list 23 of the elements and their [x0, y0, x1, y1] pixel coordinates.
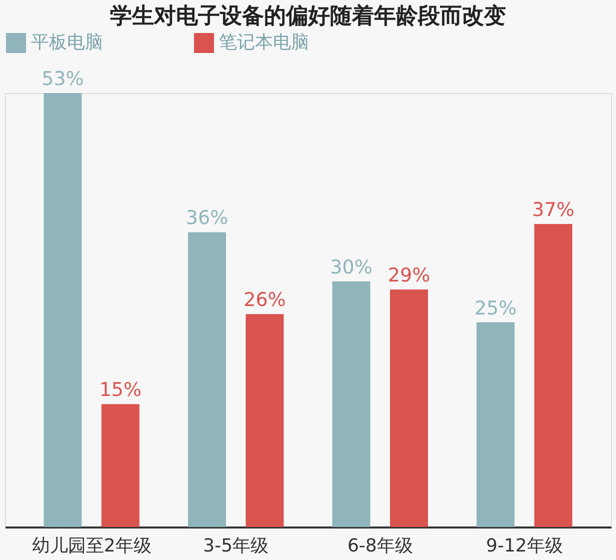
bar [332, 281, 370, 527]
data-label: 37% [532, 199, 574, 222]
chart-title: 学生对电子设备的偏好随着年龄段而改变 [110, 3, 506, 29]
bar [246, 314, 284, 527]
data-label: 15% [99, 379, 142, 402]
x-tick-label: 6-8年级 [347, 536, 413, 556]
data-label: 36% [186, 207, 228, 230]
bar [44, 93, 82, 527]
bar [101, 404, 140, 527]
x-tick-label: 9-12年级 [486, 536, 563, 556]
x-tick-label: 幼儿园至2年级 [32, 536, 152, 556]
bar [476, 322, 515, 527]
data-label: 29% [388, 264, 430, 287]
legend-label: 平板电脑 [31, 32, 103, 53]
data-label: 53% [42, 68, 84, 90]
legend-label: 笔记本电脑 [219, 32, 309, 53]
data-label: 25% [474, 297, 517, 320]
bar [534, 224, 572, 527]
data-label: 26% [244, 289, 286, 312]
x-tick-label: 3-5年级 [203, 536, 269, 556]
data-label: 30% [330, 256, 372, 278]
bar [390, 290, 428, 527]
bar [188, 232, 226, 527]
